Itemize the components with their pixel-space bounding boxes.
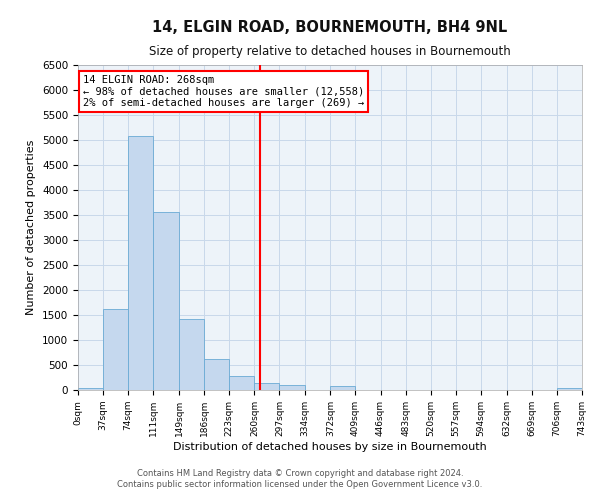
Text: Contains public sector information licensed under the Open Government Licence v3: Contains public sector information licen… (118, 480, 482, 489)
Bar (557, 388, 582, 390)
Text: 14 ELGIN ROAD: 268sqm
← 98% of detached houses are smaller (12,558)
2% of semi-d: 14 ELGIN ROAD: 268sqm ← 98% of detached … (83, 74, 364, 108)
Bar (128, 136, 153, 390)
Y-axis label: Number of detached properties: Number of detached properties (26, 140, 37, 315)
Text: Contains HM Land Registry data © Crown copyright and database right 2024.: Contains HM Land Registry data © Crown c… (137, 468, 463, 477)
Bar (103, 309, 128, 390)
Bar (254, 382, 280, 390)
Bar (331, 386, 355, 390)
X-axis label: Distribution of detached houses by size in Bournemouth: Distribution of detached houses by size … (173, 442, 487, 452)
Bar (153, 212, 179, 390)
Bar (229, 376, 254, 390)
Bar (280, 384, 305, 390)
Bar (204, 359, 229, 390)
Bar (179, 319, 204, 390)
Bar (78, 388, 103, 390)
Text: 14, ELGIN ROAD, BOURNEMOUTH, BH4 9NL: 14, ELGIN ROAD, BOURNEMOUTH, BH4 9NL (152, 20, 508, 35)
Text: Size of property relative to detached houses in Bournemouth: Size of property relative to detached ho… (149, 45, 511, 58)
